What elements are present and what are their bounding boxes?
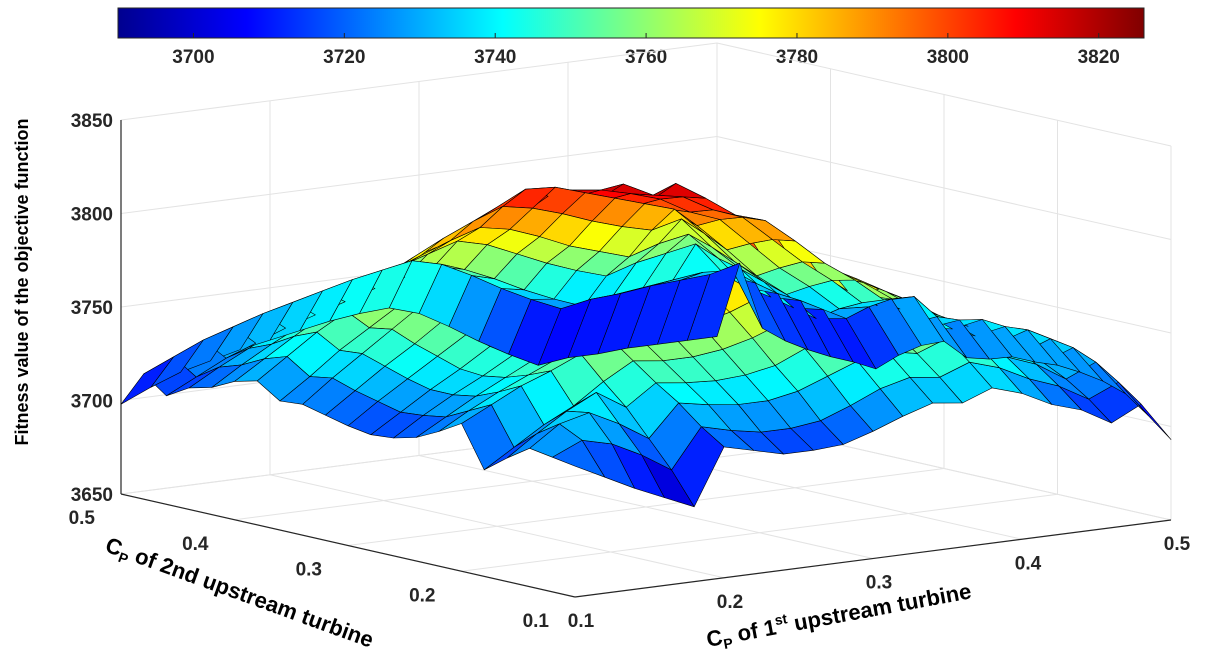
z-tick-label: 3650 [71, 485, 113, 506]
colorbar-gradient [117, 7, 1145, 39]
colorbar-tick-label: 3720 [323, 47, 365, 68]
y-tick-label: 0.2 [409, 585, 435, 606]
x-axis-label-sup: st [773, 610, 788, 628]
floor-grid-line [347, 468, 945, 546]
y-tick-label: 0.1 [523, 611, 550, 632]
z-axis-label: Fitness value of the objective function [12, 118, 32, 445]
x-tick-label: 0.2 [717, 592, 743, 613]
colorbar: 3700 3720 3740 3760 3780 3800 3820 [117, 7, 1145, 68]
y-tick-label: 0.4 [182, 534, 209, 555]
colorbar-tick-label: 3740 [474, 47, 516, 68]
x-axis-line [574, 519, 1172, 598]
colorbar-tick-label: 3700 [172, 47, 214, 68]
y-tick-label: 0.5 [69, 508, 96, 529]
colorbar-tick-label: 3820 [1078, 47, 1120, 68]
z-tick-label: 3800 [71, 205, 113, 226]
x-tick-label: 0.4 [1015, 553, 1042, 574]
floor-grid-line [234, 442, 831, 521]
x-axis-label-mid: of 1 [729, 614, 778, 647]
colorbar-tick-label: 3760 [625, 47, 667, 68]
z-tick-label: 3750 [71, 298, 113, 319]
floor-grid-line [461, 493, 1058, 572]
surface-mesh [120, 183, 1172, 508]
x-tick-label: 0.5 [1164, 534, 1191, 555]
back-wall-grid-line [120, 42, 718, 121]
y-axis-label: CP of 2nd upstream turbine [101, 532, 377, 655]
x-axis-label-sub: P [722, 635, 734, 652]
colorbar-tick-label: 3780 [776, 47, 818, 68]
side-wall-grid-line [716, 136, 1172, 240]
y-tick-label: 0.3 [296, 560, 322, 581]
x-tick-label: 0.3 [866, 573, 892, 594]
y-axis-label-rest: of 2nd upstream turbine [126, 541, 377, 653]
side-wall-grid-line [716, 42, 1172, 147]
colorbar-tick-label: 3800 [927, 47, 969, 68]
surface-face [120, 356, 174, 405]
x-axis-label: CP of 1st upstream turbine [704, 576, 974, 654]
back-wall-grid-line [120, 136, 718, 214]
z-tick-label: 3700 [71, 392, 113, 413]
x-axis-label-prefix: C [704, 624, 724, 651]
axis-ticks: 0.10.20.30.40.50.10.20.30.40.53650370037… [69, 111, 1191, 632]
colorbar-ticks: 3700 3720 3740 3760 3780 3800 3820 [172, 33, 1120, 68]
x-tick-label: 0.1 [568, 611, 595, 632]
y-axis-line [120, 493, 576, 598]
z-tick-label: 3850 [71, 111, 113, 132]
